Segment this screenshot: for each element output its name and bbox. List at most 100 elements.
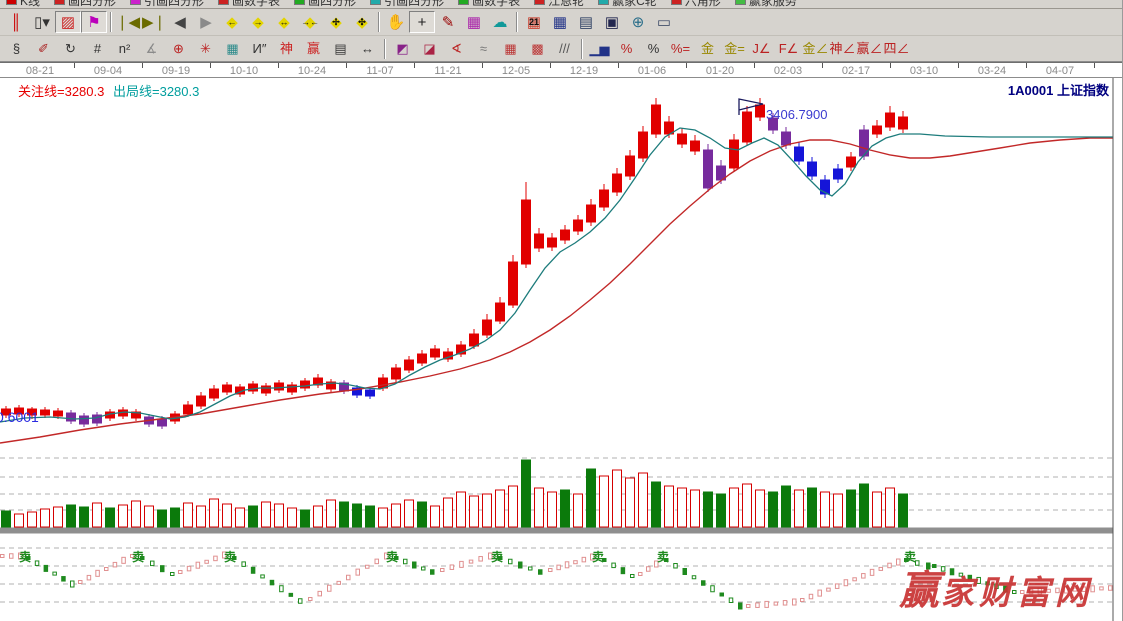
globe-export-icon[interactable]: ⊕	[625, 11, 651, 33]
gold-lines-icon[interactable]: 金=	[721, 38, 748, 60]
wave-check-icon[interactable]: ≈	[470, 38, 497, 60]
ruler-comb-icon[interactable]: #	[84, 38, 111, 60]
ruler-123-icon[interactable]: ▤	[327, 38, 354, 60]
menu-item-3[interactable]: 画数字表	[218, 0, 280, 8]
date-tick	[1026, 63, 1027, 68]
indicator-mark	[691, 575, 697, 580]
menu-item-5[interactable]: 引画四分形	[370, 0, 444, 8]
candlestick-chart-canvas[interactable]: 卖卖卖卖卖卖卖卖	[0, 78, 1123, 621]
gann-fan-gold-icon[interactable]: 金∠	[802, 38, 829, 60]
indicator-mark	[926, 562, 931, 570]
zoom-right-icon[interactable]: ◆ →	[245, 11, 271, 33]
zoom-left-icon[interactable]: ◆ ←	[219, 11, 245, 33]
menu-item-7[interactable]: 江恩轮	[534, 0, 584, 8]
notepad-icon[interactable]: ▤	[573, 11, 599, 33]
width-measure-icon[interactable]: ↔	[354, 38, 381, 60]
gann-circle-icon[interactable]: ⊕	[165, 38, 192, 60]
volume-bar	[521, 459, 531, 528]
page-left-icon[interactable]: ◀	[167, 11, 193, 33]
percent-icon[interactable]: %	[640, 38, 667, 60]
gann-fan-shen-icon[interactable]: 神∠	[829, 38, 856, 60]
date-tick	[414, 63, 415, 68]
candle-style-dropdown-icon[interactable]: ▯▾	[29, 11, 55, 33]
flag-tool-icon[interactable]: ⚑	[81, 11, 107, 33]
expand-all-icon[interactable]: ◆ ✢	[323, 11, 349, 33]
percent-lines-icon[interactable]: %=	[667, 38, 694, 60]
indicator-mark	[1072, 587, 1078, 592]
percent-wave-icon[interactable]: %	[613, 38, 640, 60]
indicator-mark	[374, 558, 379, 565]
brush-tool-icon[interactable]: ✐	[30, 38, 57, 60]
ray-box-icon[interactable]: ◪	[416, 38, 443, 60]
purple-box-icon[interactable]: ◩	[389, 38, 416, 60]
jump-first-icon[interactable]: ❘◀	[115, 11, 141, 33]
pattern-tool-icon[interactable]: ▨	[55, 11, 81, 33]
menu-item-label: 画数字表	[472, 0, 521, 8]
chart-area[interactable]: 卖 卖 卖 卖 卖 卖 卖 卖 关注线=3280.3 出局线=3280.3 1A0001 上证…	[0, 78, 1123, 621]
kline-chart-icon[interactable]: ║	[3, 11, 29, 33]
volume-bar	[131, 500, 141, 528]
volume-bar	[625, 477, 635, 528]
wave-check-icon: ≈	[479, 41, 488, 56]
volume-bar	[430, 505, 440, 528]
indicator-mark	[764, 600, 769, 608]
fan-lines-icon[interactable]: ∢	[443, 38, 470, 60]
menu-item-10[interactable]: 赢家服务	[734, 0, 797, 8]
volume-bar	[898, 493, 908, 528]
gann-fan-j-icon[interactable]: J∠	[748, 38, 775, 60]
cycle-circle-icon[interactable]: ↻	[57, 38, 84, 60]
volume-bar	[469, 495, 479, 528]
starburst-icon: ✳	[200, 41, 211, 56]
page-right-icon[interactable]: ▶	[193, 11, 219, 33]
purple-box-icon: ◩	[396, 41, 409, 56]
candle-body	[534, 233, 544, 249]
volume-bar	[690, 489, 700, 528]
stats-bars-icon[interactable]: ▁▅	[586, 38, 613, 60]
magenta-grid-icon[interactable]: ▦	[461, 11, 487, 33]
shen-tool-icon[interactable]: 神	[273, 38, 300, 60]
ying-tool-icon[interactable]: 赢	[300, 38, 327, 60]
gann-fan-ying-icon[interactable]: 赢∠	[856, 38, 883, 60]
n-squared-icon[interactable]: n²	[111, 38, 138, 60]
indicator-mark	[564, 561, 570, 569]
menu-item-8[interactable]: 赢家C轮	[598, 0, 657, 8]
indicator-mark	[0, 554, 5, 558]
red-grid-icon[interactable]: ▦	[497, 38, 524, 60]
gann-fan-si-icon[interactable]: 四∠	[883, 38, 910, 60]
menu-item-0[interactable]: K线	[6, 0, 40, 8]
hand-pan-icon[interactable]: ✋	[383, 11, 409, 33]
gann-fan-f-icon[interactable]: F∠	[775, 38, 802, 60]
angle-tool-icon[interactable]: ∡	[138, 38, 165, 60]
gann-fan-gold-icon: 金∠	[802, 41, 829, 56]
starburst-icon[interactable]: ✳	[192, 38, 219, 60]
save-icon[interactable]: ▣	[599, 11, 625, 33]
spiral-tool-icon[interactable]: §	[3, 38, 30, 60]
jump-last-icon[interactable]: ▶❘	[141, 11, 167, 33]
gann-grid-icon[interactable]: ▦	[219, 38, 246, 60]
crosshair-icon[interactable]: +	[409, 11, 435, 33]
erase-line-icon[interactable]: ✎	[435, 11, 461, 33]
compress-icon[interactable]: ◆ →←	[297, 11, 323, 33]
calendar-21-icon[interactable]: ▦ 21	[521, 11, 547, 33]
printer-icon[interactable]: ▭	[651, 11, 677, 33]
calculator-icon[interactable]: ▦	[547, 11, 573, 33]
red-grid2-icon[interactable]: ▩	[524, 38, 551, 60]
indicator-mark	[1046, 588, 1051, 593]
left-value-label: 0.6001	[0, 409, 39, 425]
zoom-horizontal-icon[interactable]: ◆ ↔	[271, 11, 297, 33]
candle-body	[456, 344, 466, 355]
date-tick	[550, 63, 551, 68]
save-icon: ▣	[604, 13, 620, 31]
parallel-lines-icon[interactable]: ///	[551, 38, 578, 60]
menu-item-9[interactable]: 六角形	[670, 0, 721, 8]
menu-item-4[interactable]: 画四分形	[294, 0, 356, 8]
page-left-icon: ◀	[174, 13, 186, 31]
menu-item-1[interactable]: 画四分形	[54, 0, 116, 8]
menu-item-2[interactable]: 引画四分形	[130, 0, 204, 8]
gold-circle-icon[interactable]: 金	[694, 38, 721, 60]
brain-cyan-icon[interactable]: ☁	[487, 11, 513, 33]
zigzag-icon[interactable]: И″	[246, 38, 273, 60]
indicator-mark	[9, 553, 14, 559]
menu-item-6[interactable]: 画数字表	[458, 0, 521, 8]
expand-out-icon[interactable]: ◆ ✣	[349, 11, 375, 33]
